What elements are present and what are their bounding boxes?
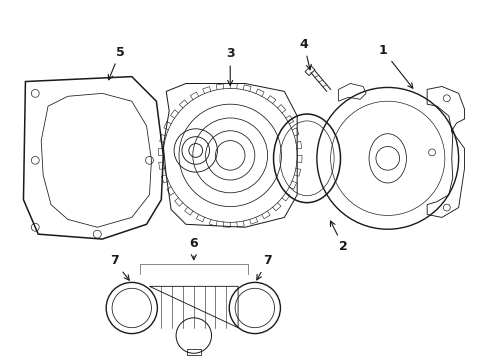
- Text: 4: 4: [299, 38, 311, 70]
- Text: 3: 3: [225, 48, 234, 85]
- Text: 5: 5: [108, 45, 124, 80]
- Text: 7: 7: [109, 254, 129, 280]
- Text: 6: 6: [189, 238, 198, 260]
- Text: 2: 2: [330, 221, 347, 253]
- Text: 1: 1: [378, 44, 412, 88]
- Text: 7: 7: [256, 254, 271, 280]
